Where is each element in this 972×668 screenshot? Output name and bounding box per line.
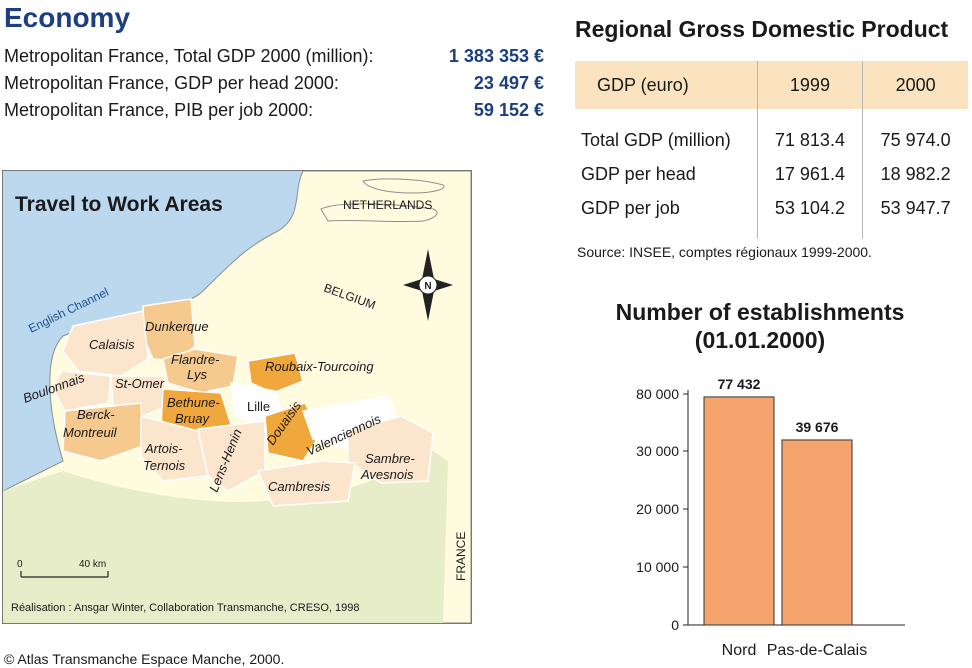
establishments-chart: 0 10 000 20 000 30 000 80 000 77 432 Nord 39 6…: [636, 376, 905, 659]
map-label-bethune: Bethune-: [167, 395, 220, 410]
map-label-lille: Lille: [247, 399, 270, 414]
map-label-dunkerque: Dunkerque: [145, 319, 209, 334]
table-row: GDP per head 17 961.4 18 982.2: [575, 157, 968, 191]
map-svg: Travel to Work Areas NETHERLANDS BELGIUM…: [3, 171, 471, 623]
map-credit: Réalisation : Ansgar Winter, Collaborati…: [11, 602, 360, 614]
bar-data-label: 77 432: [718, 376, 761, 392]
table-row: Total GDP (million) 71 813.4 75 974.0: [575, 123, 968, 157]
copyright: © Atlas Transmanche Espace Manche, 2000.: [4, 651, 285, 667]
region-artois-ternois: [140, 415, 209, 482]
map-label-netherlands: NETHERLANDS: [343, 198, 432, 212]
compass-icon: [403, 249, 453, 321]
table-cell: 53 947.7: [880, 197, 951, 218]
table-cell: 53 104.2: [757, 191, 864, 225]
stat-label-total-gdp: Metropolitan France, Total GDP 2000 (mil…: [4, 46, 374, 66]
table-cell: 17 961.4: [757, 157, 864, 191]
x-category-label: Pas-de-Calais: [767, 642, 867, 659]
stat-value-pib-per-job: 59 152 €: [473, 100, 544, 120]
y-tick-label: 20 000: [636, 501, 679, 517]
map-label-berck: Berck-: [77, 407, 115, 422]
stat-value-gdp-per-head: 23 497 €: [473, 73, 544, 93]
netherlands-island: [320, 203, 438, 223]
chart-title: Number of establishments: [615, 299, 905, 325]
y-tick-label: 10 000: [636, 559, 679, 575]
y-tick-label: 0: [671, 617, 679, 633]
stat-value-total-gdp: 1 383 353 €: [448, 46, 544, 66]
region-boulonnais: [52, 370, 112, 412]
scale-start-label: 0: [17, 559, 23, 570]
economy-title: Economy: [4, 2, 131, 33]
y-tick-label: 30 000: [636, 443, 679, 459]
stat-label-pib-per-job: Metropolitan France, PIB per job 2000:: [4, 100, 314, 120]
map-label-montreuil: Montreuil: [63, 425, 118, 440]
map-label-roubaix: Roubaix-Tourcoing: [265, 359, 374, 374]
netherlands-island: [362, 178, 445, 194]
map-label-bruay: Bruay: [175, 411, 210, 426]
region-sambre-avesnois: [347, 415, 434, 484]
bar-nord: [703, 396, 775, 626]
table-cell: GDP per head: [575, 157, 758, 191]
regional-gdp-table: GDP (euro) 1999 2000 Total GDP (million)…: [575, 61, 968, 239]
compass-north-label: N: [424, 281, 431, 292]
region-berck-montreuil: [62, 402, 144, 462]
table-cell: 75 974.0: [880, 129, 951, 150]
map-label-artois: Artois-: [144, 441, 183, 456]
y-tick-label: 80 000: [636, 386, 679, 402]
map-label-ternois: Ternois: [143, 458, 186, 473]
map-label-flandre: Flandre-: [171, 352, 220, 367]
table-cell: Total GDP (million): [575, 123, 758, 157]
region-cambresis: [256, 460, 356, 507]
chart-title-block: Number of establishments (01.01.2000): [600, 298, 920, 354]
map-label-france: FRANCE: [454, 532, 468, 581]
travel-to-work-map: Travel to Work Areas NETHERLANDS BELGIUM…: [2, 170, 472, 624]
map-label-cambresis: Cambresis: [268, 479, 331, 494]
table-cell: 18 982.2: [880, 163, 951, 184]
region-roubaix: [247, 352, 304, 394]
map-label-lys: Lys: [187, 367, 207, 382]
map-title: Travel to Work Areas: [15, 193, 223, 216]
table-header-row: GDP (euro) 1999 2000: [575, 61, 968, 109]
scale-bar: [20, 571, 109, 578]
bar-pas-de-calais: [781, 439, 853, 626]
scale-end-label: 40 km: [79, 559, 106, 570]
regional-gdp-title: Regional Gross Domestic Product: [575, 16, 949, 42]
chart-subtitle: (01.01.2000): [694, 327, 826, 353]
table-header-cell: 1999: [757, 61, 864, 109]
x-category-label: Nord: [722, 642, 757, 659]
map-label-sambre: Sambre-: [365, 451, 416, 466]
table-header-cell: 2000: [862, 61, 968, 109]
map-label-st-omer: St-Omer: [115, 376, 165, 391]
table-cell: GDP per job: [575, 191, 758, 225]
map-label-calaisis: Calaisis: [89, 337, 135, 352]
table-header-cell: GDP (euro): [575, 61, 758, 109]
stat-label-gdp-per-head: Metropolitan France, GDP per head 2000:: [4, 73, 339, 93]
table-row: GDP per job 53 104.2 53 947.7: [575, 191, 968, 225]
table-cell: 71 813.4: [757, 123, 864, 157]
map-label-avesnois: Avesnois: [360, 467, 414, 482]
region-lens-henin: [197, 420, 266, 492]
table-source: Source: INSEE, comptes régionaux 1999-20…: [577, 244, 872, 260]
bar-data-label: 39 676: [796, 419, 839, 435]
